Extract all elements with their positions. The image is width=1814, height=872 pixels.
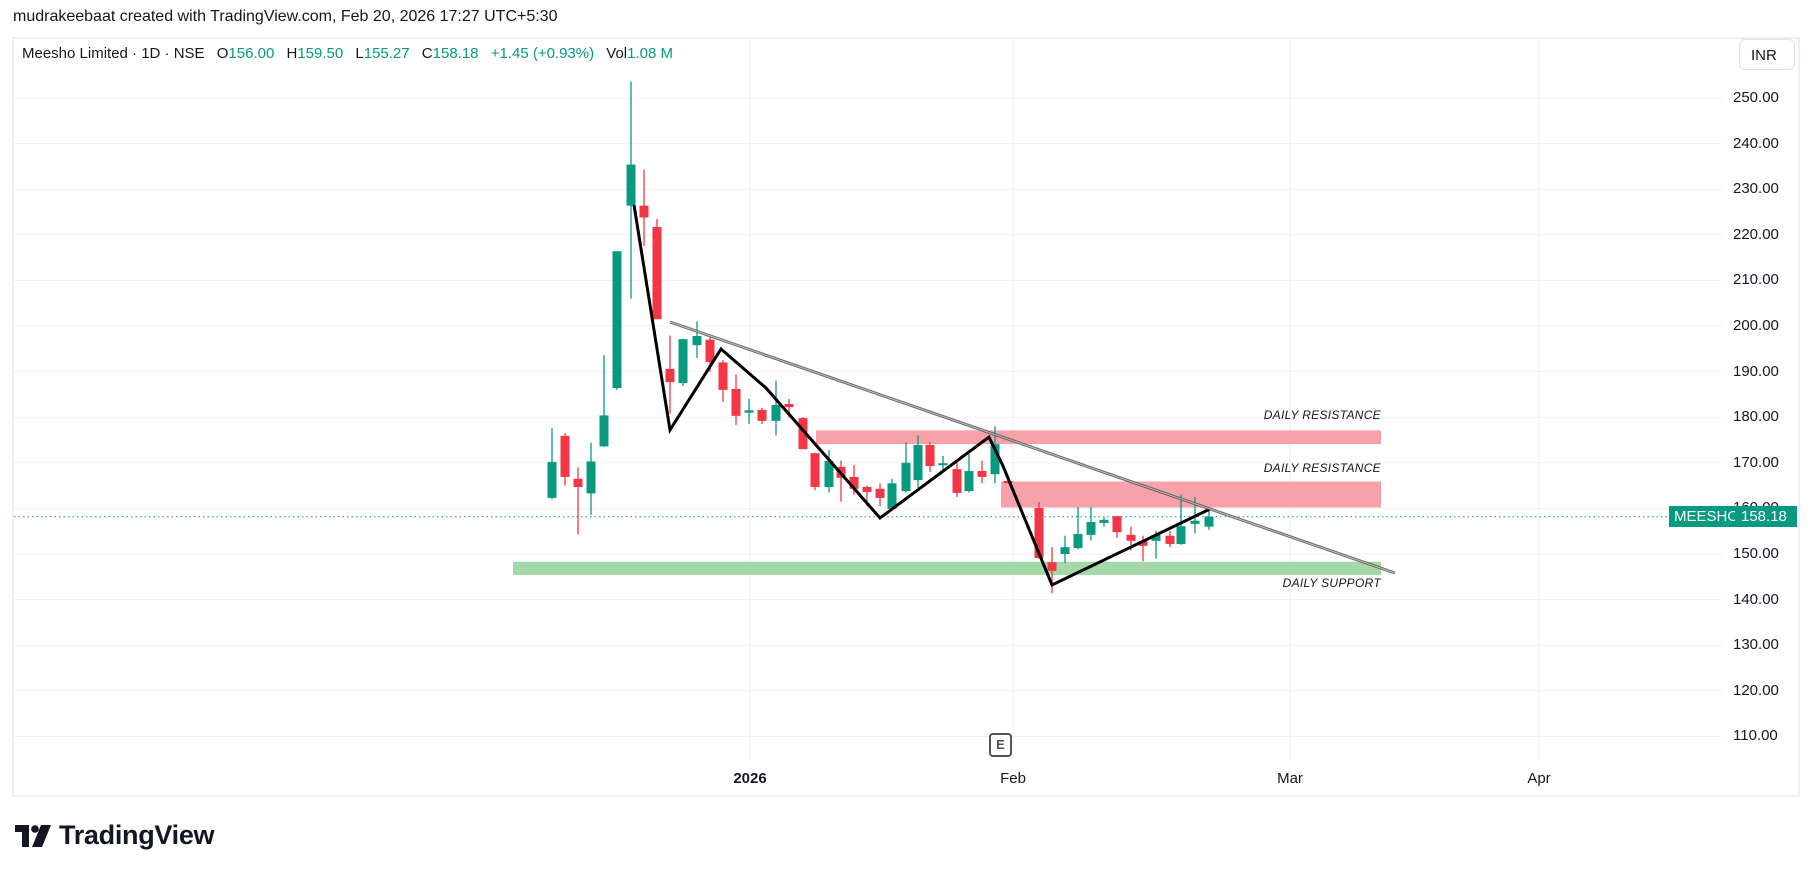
candle[interactable] <box>560 433 570 486</box>
candle[interactable] <box>1060 535 1070 564</box>
y-tick-label: 210.00 <box>1733 271 1779 289</box>
candle[interactable] <box>1204 510 1214 530</box>
candle[interactable] <box>771 380 781 436</box>
y-tick-label: 180.00 <box>1733 408 1779 426</box>
open-value: 156.00 <box>228 45 275 62</box>
ohlc-legend: Meesho Limited · 1D · NSE O156.00 H159.5… <box>22 45 673 62</box>
high-value: 159.50 <box>297 45 344 62</box>
support-zone-label: DAILY SUPPORT <box>1282 576 1381 590</box>
candle[interactable] <box>599 355 609 447</box>
x-tick-label: Mar <box>1277 770 1303 787</box>
y-tick-label: 120.00 <box>1733 681 1779 699</box>
resistance-zone[interactable] <box>816 430 1381 445</box>
candle[interactable] <box>1112 516 1122 539</box>
y-tick-label: 220.00 <box>1733 225 1779 243</box>
candle[interactable] <box>964 453 974 493</box>
candle[interactable] <box>1176 494 1186 545</box>
close-label: C <box>421 45 433 62</box>
y-tick-label: 250.00 <box>1733 89 1779 106</box>
candle[interactable] <box>678 338 688 387</box>
symbol-name[interactable]: Meesho Limited · 1D · NSE <box>22 45 205 62</box>
high-label: H <box>286 45 298 62</box>
candle[interactable] <box>887 478 897 511</box>
zigzag-pattern-line <box>632 204 1211 588</box>
chart-frame[interactable] <box>12 37 1800 797</box>
y-tick-label: 110.00 <box>1733 727 1778 745</box>
symbol-price-tag: MEESHO <box>1669 506 1745 527</box>
change-value: +1.45 (+0.93%) <box>490 45 595 62</box>
earnings-marker-icon[interactable]: E <box>989 733 1012 757</box>
candles <box>547 81 1214 594</box>
currency-button[interactable]: INR <box>1739 39 1795 70</box>
x-tick-label: Apr <box>1527 770 1551 787</box>
candle[interactable] <box>810 452 820 491</box>
candle[interactable] <box>731 374 741 425</box>
candle[interactable] <box>612 251 622 390</box>
grid-lines <box>14 39 1722 760</box>
candle[interactable] <box>925 442 935 472</box>
x-tick-label: 2026 <box>733 770 767 787</box>
candle[interactable] <box>952 462 962 497</box>
close-value: 158.18 <box>432 45 479 62</box>
tradingview-logo[interactable]: TradingView <box>15 820 215 851</box>
tradingview-logo-icon <box>15 824 51 847</box>
vol-label: Vol <box>606 45 628 62</box>
x-tick-label: Feb <box>1000 770 1026 787</box>
candle[interactable] <box>977 460 987 484</box>
candle[interactable] <box>718 360 728 403</box>
vol-value: 1.08 M <box>627 45 673 62</box>
resistance-zone-label: DAILY RESISTANCE <box>1263 461 1381 475</box>
resistance-zone-label: DAILY RESISTANCE <box>1263 408 1381 422</box>
candle[interactable] <box>1034 502 1044 559</box>
y-tick-label: 140.00 <box>1733 590 1779 608</box>
candle[interactable] <box>938 455 948 470</box>
candle[interactable] <box>1099 517 1109 527</box>
brand-name: TradingView <box>59 820 215 850</box>
candle[interactable] <box>586 442 596 515</box>
y-tick-label: 190.00 <box>1733 362 1779 380</box>
y-tick-label: 130.00 <box>1733 636 1779 654</box>
low-value: 155.27 <box>363 45 410 62</box>
last-price-tag: 158.18 <box>1735 506 1797 527</box>
candle[interactable] <box>798 417 808 450</box>
y-tick-label: 170.00 <box>1733 453 1779 471</box>
candle[interactable] <box>665 335 675 414</box>
y-tick-label: 150.00 <box>1733 545 1779 562</box>
candle[interactable] <box>744 398 754 425</box>
low-label: L <box>355 45 364 62</box>
candle[interactable] <box>757 408 767 425</box>
candle[interactable] <box>639 169 649 246</box>
candle[interactable] <box>836 460 846 502</box>
descending-trendline-core <box>669 321 1396 574</box>
candle[interactable] <box>573 467 583 535</box>
open-label: O <box>216 45 229 62</box>
y-tick-label: 230.00 <box>1733 180 1779 198</box>
candle[interactable] <box>1073 507 1083 550</box>
candle[interactable] <box>626 81 636 299</box>
candle[interactable] <box>652 218 662 320</box>
y-tick-label: 200.00 <box>1733 317 1779 334</box>
zones <box>513 430 1381 575</box>
candle[interactable] <box>901 442 911 493</box>
y-tick-label: 240.00 <box>1733 134 1779 152</box>
candle[interactable] <box>875 483 885 507</box>
support-zone[interactable] <box>513 561 1381 575</box>
candle[interactable] <box>913 435 923 488</box>
candle[interactable] <box>824 450 834 493</box>
candle[interactable] <box>547 428 557 500</box>
chart-credit: mudrakeebaat created with TradingView.co… <box>13 8 558 25</box>
candle[interactable] <box>692 321 702 358</box>
candle[interactable] <box>1086 507 1096 541</box>
candle[interactable] <box>1165 531 1175 548</box>
